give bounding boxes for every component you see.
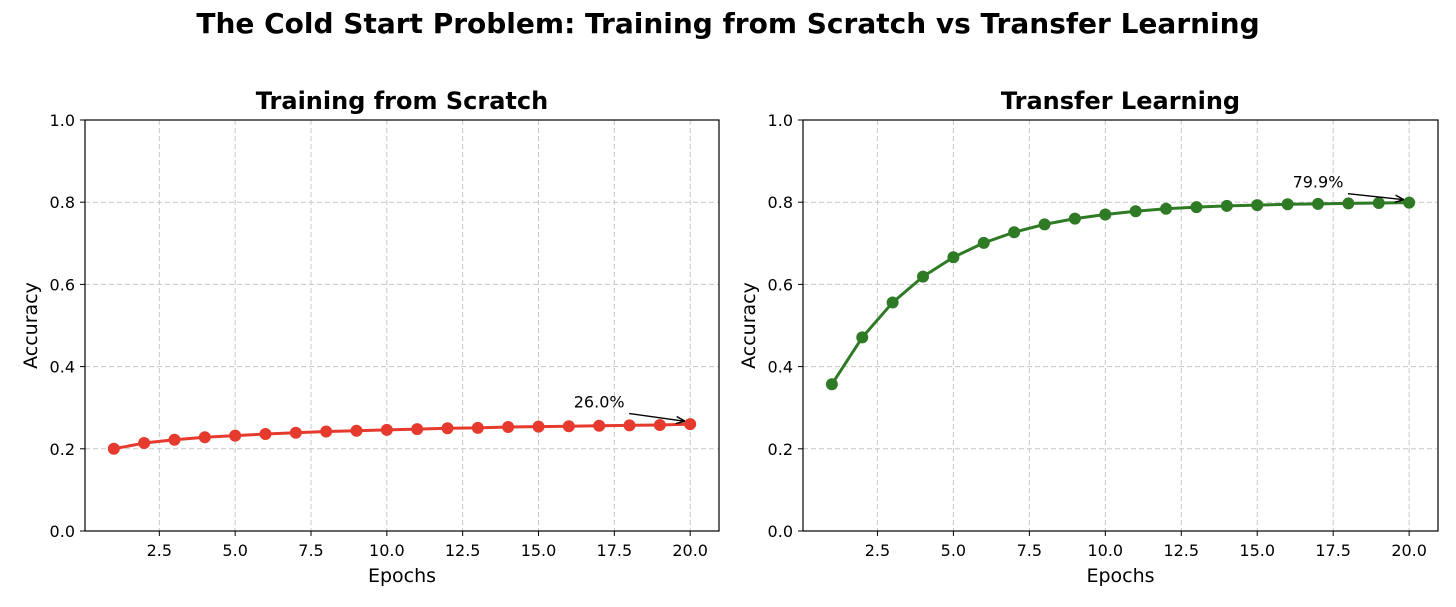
annotation-label: 26.0% (574, 393, 625, 412)
data-point (471, 421, 484, 434)
data-point (229, 429, 242, 442)
data-point (1281, 198, 1294, 211)
x-tick-label: 5.0 (941, 541, 966, 560)
y-tick-label: 0.8 (50, 193, 75, 212)
x-tick-label: 17.5 (597, 541, 633, 560)
data-point (1038, 218, 1051, 231)
data-point (138, 437, 151, 450)
chart-title: Transfer Learning (1001, 87, 1240, 115)
data-point (1311, 197, 1324, 210)
data-point (1342, 197, 1355, 210)
y-tick-label: 0.0 (50, 522, 75, 541)
x-axis-label: Epochs (1086, 565, 1154, 587)
data-point (917, 270, 930, 283)
data-point (1220, 199, 1233, 212)
data-point (1372, 197, 1385, 210)
data-point (320, 425, 333, 438)
y-tick-label: 1.0 (50, 111, 75, 130)
y-tick-label: 0.6 (50, 275, 75, 294)
y-axis-label: Accuracy (20, 282, 42, 369)
data-point (1068, 212, 1081, 225)
x-axis-label: Epochs (368, 565, 436, 587)
data-point (532, 420, 545, 433)
data-point (168, 433, 181, 446)
y-tick-label: 0.4 (768, 358, 793, 377)
data-point (380, 423, 393, 436)
x-tick-label: 17.5 (1315, 541, 1351, 560)
y-tick-label: 0.2 (768, 440, 793, 459)
data-point (886, 296, 899, 309)
y-tick-label: 0.4 (50, 358, 75, 377)
data-point (947, 251, 960, 264)
data-point (1403, 196, 1416, 209)
data-point (411, 423, 424, 436)
data-point (977, 236, 990, 249)
x-tick-label: 10.0 (369, 541, 405, 560)
x-tick-label: 20.0 (1391, 541, 1427, 560)
y-tick-label: 0.0 (768, 522, 793, 541)
annotation-arrow (1347, 192, 1403, 200)
data-point (259, 428, 272, 441)
data-point (653, 418, 666, 431)
data-point (1251, 199, 1264, 212)
x-tick-label: 5.0 (222, 541, 247, 560)
y-tick-label: 0.2 (50, 440, 75, 459)
data-point (562, 420, 575, 433)
data-point (825, 378, 838, 391)
figure-title: The Cold Start Problem: Training from Sc… (196, 7, 1260, 40)
y-tick-label: 1.0 (768, 111, 793, 130)
data-point (623, 419, 636, 432)
x-tick-label: 12.5 (1163, 541, 1199, 560)
y-tick-label: 0.6 (768, 275, 793, 294)
plot-frame (84, 119, 720, 532)
chart-title: Training from Scratch (256, 87, 548, 115)
x-tick-label: 2.5 (865, 541, 890, 560)
data-point (1008, 226, 1021, 239)
data-point (1160, 202, 1173, 215)
data-point (198, 431, 211, 444)
x-tick-label: 12.5 (445, 541, 481, 560)
data-point (1099, 208, 1112, 221)
plot-frame (802, 119, 1439, 532)
x-tick-label: 7.5 (298, 541, 323, 560)
data-point (350, 424, 363, 437)
series-line (830, 201, 1411, 386)
data-point (593, 419, 606, 432)
x-tick-label: 15.0 (1239, 541, 1275, 560)
y-tick-label: 0.8 (768, 193, 793, 212)
x-tick-label: 2.5 (147, 541, 172, 560)
annotation-arrow (629, 412, 684, 422)
data-point (502, 421, 515, 434)
data-point (107, 442, 120, 455)
y-axis-label: Accuracy (738, 282, 760, 369)
data-point (856, 331, 869, 344)
data-point (1129, 205, 1142, 218)
annotation-label: 79.9% (1293, 173, 1344, 192)
x-tick-label: 7.5 (1017, 541, 1042, 560)
data-point (289, 426, 302, 439)
data-point (441, 422, 454, 435)
x-tick-label: 15.0 (521, 541, 557, 560)
x-tick-label: 20.0 (672, 541, 708, 560)
x-tick-label: 10.0 (1087, 541, 1123, 560)
data-point (1190, 201, 1203, 214)
